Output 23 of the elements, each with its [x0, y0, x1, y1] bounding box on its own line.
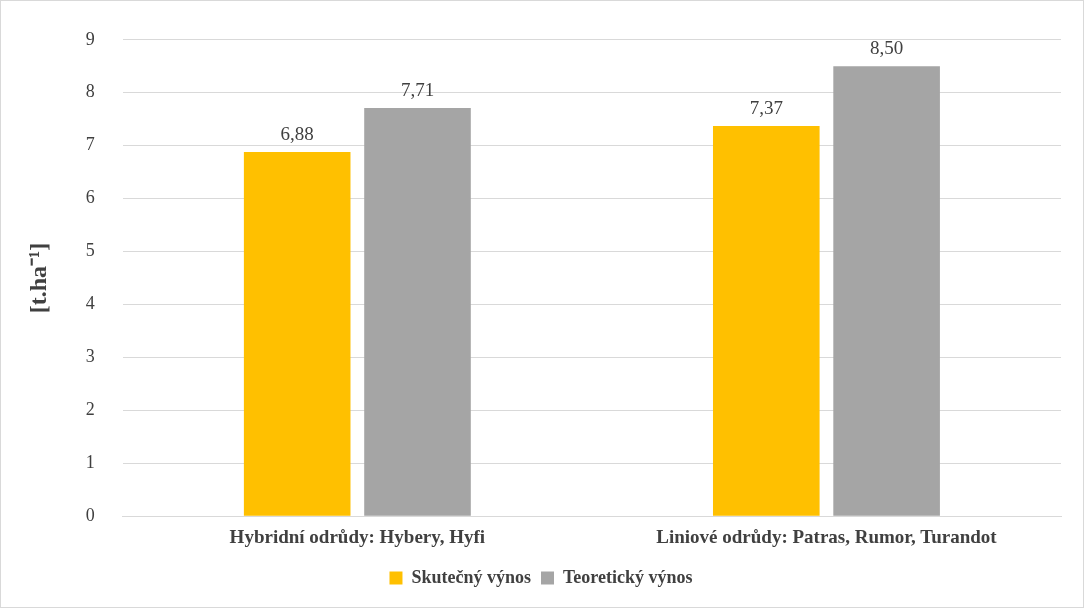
y-tick-label: 4: [85, 293, 95, 314]
legend-label: Teoretický výnos: [563, 566, 693, 587]
bar: [243, 152, 351, 516]
y-tick-label: 2: [85, 399, 95, 420]
y-tick-label: 5: [85, 240, 95, 261]
data-label: 8,50: [869, 36, 904, 58]
x-tick-label: Hybridní odrůdy: Hybery, Hyfi: [229, 525, 486, 547]
data-label: 6,88: [280, 122, 314, 144]
y-tick-label: 1: [85, 452, 95, 472]
y-tick-label: 9: [85, 28, 95, 49]
bar: [712, 126, 820, 516]
data-label: 7,71: [400, 78, 435, 100]
x-tick-label: Liniové odrůdy: Patras, Rumor, Turandot: [656, 525, 998, 547]
legend-label: Skutečný výnos: [411, 566, 532, 587]
bar: [833, 66, 940, 516]
y-tick-label: 0: [85, 504, 95, 525]
y-axis-title: [t.ha⁻¹]: [24, 242, 51, 314]
data-label: 7,37: [749, 96, 783, 118]
y-tick-label: 3: [85, 346, 95, 367]
bar: [364, 108, 471, 516]
y-tick-label: 6: [85, 187, 95, 208]
y-tick-label: 7: [85, 134, 95, 155]
y-tick-label: 8: [85, 81, 95, 102]
